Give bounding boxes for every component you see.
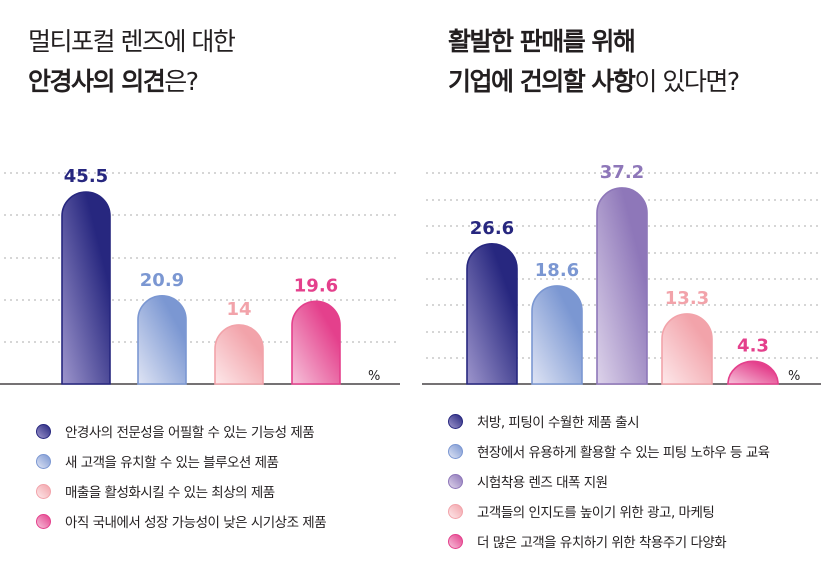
- legend-label: 처방, 피팅이 수월한 제품 출시: [477, 415, 640, 431]
- unit-label: %: [788, 369, 800, 384]
- legend-item: 매출을 활성화시킬 수 있는 최상의 제품: [36, 476, 326, 506]
- bar-value-label: 26.6: [470, 218, 514, 239]
- legend-swatch: [448, 503, 463, 519]
- legend-label: 고객들의 인지도를 높이기 위한 광고, 마케팅: [477, 505, 715, 521]
- right-title-rest: 이 있다면?: [634, 67, 740, 96]
- left-title-line1: 멀티포컬 렌즈에 대한: [28, 27, 236, 56]
- legend-item: 더 많은 고객을 유치하기 위한 착용주기 다양화: [448, 526, 770, 556]
- legend-item: 현장에서 유용하게 활용할 수 있는 피팅 노하우 등 교육: [448, 436, 770, 466]
- left-chart-title: 멀티포컬 렌즈에 대한 안경사의 의견은?: [28, 22, 236, 102]
- bar: [531, 285, 583, 385]
- bar: [727, 360, 779, 385]
- legend-swatch: [448, 443, 463, 459]
- bar-value-label: 45.5: [64, 166, 108, 187]
- bar: [466, 243, 518, 385]
- legend-item: 안경사의 전문성을 어필할 수 있는 기능성 제품: [36, 416, 326, 446]
- bar: [61, 191, 111, 385]
- bar-value-label: 37.2: [600, 162, 644, 183]
- legend-item: 처방, 피팅이 수월한 제품 출시: [448, 406, 770, 436]
- legend-label: 현장에서 유용하게 활용할 수 있는 피팅 노하우 등 교육: [477, 445, 770, 461]
- legend-swatch: [36, 423, 51, 439]
- legend-label: 새 고객을 유치할 수 있는 블루오션 제품: [65, 455, 279, 471]
- legend-item: 아직 국내에서 성장 가능성이 낮은 시기상조 제품: [36, 506, 327, 536]
- legend-label: 아직 국내에서 성장 가능성이 낮은 시기상조 제품: [65, 515, 327, 531]
- bar: [137, 295, 187, 385]
- bar-value-label: 4.3: [737, 335, 769, 356]
- bar-value-label: 13.3: [665, 288, 709, 309]
- left-title-rest: 은?: [164, 67, 199, 96]
- bar: [214, 324, 264, 385]
- right-title-bold: 기업에 건의할 사항: [448, 67, 636, 96]
- legend-swatch: [448, 473, 463, 489]
- legend-swatch: [36, 453, 51, 469]
- legend-swatch: [448, 413, 463, 429]
- unit-label: %: [368, 369, 380, 384]
- legend-label: 매출을 활성화시킬 수 있는 최상의 제품: [65, 485, 275, 501]
- legend-swatch: [36, 513, 51, 529]
- right-title-line1: 활발한 판매를 위해: [448, 27, 636, 56]
- right-chart-title: 활발한 판매를 위해 기업에 건의할 사항이 있다면?: [448, 22, 740, 102]
- legend-label: 시험착용 렌즈 대폭 지원: [477, 475, 608, 491]
- bar-value-label: 20.9: [140, 270, 184, 291]
- legend-item: 새 고객을 유치할 수 있는 블루오션 제품: [36, 446, 326, 476]
- bar-value-label: 19.6: [294, 275, 338, 296]
- legend-item: 시험착용 렌즈 대폭 지원: [448, 466, 770, 496]
- legend-label: 더 많은 고객을 유치하기 위한 착용주기 다양화: [477, 535, 727, 551]
- legend-label: 안경사의 전문성을 어필할 수 있는 기능성 제품: [65, 425, 315, 441]
- legend-swatch: [36, 483, 51, 499]
- bar: [661, 313, 713, 385]
- bar: [596, 187, 648, 385]
- legend-item: 고객들의 인지도를 높이기 위한 광고, 마케팅: [448, 496, 770, 526]
- left-title-bold: 안경사의 의견: [28, 67, 166, 96]
- bar-value-label: 18.6: [535, 260, 579, 281]
- bar: [291, 300, 341, 385]
- bar-value-label: 14: [226, 299, 251, 320]
- legend-swatch: [448, 533, 463, 549]
